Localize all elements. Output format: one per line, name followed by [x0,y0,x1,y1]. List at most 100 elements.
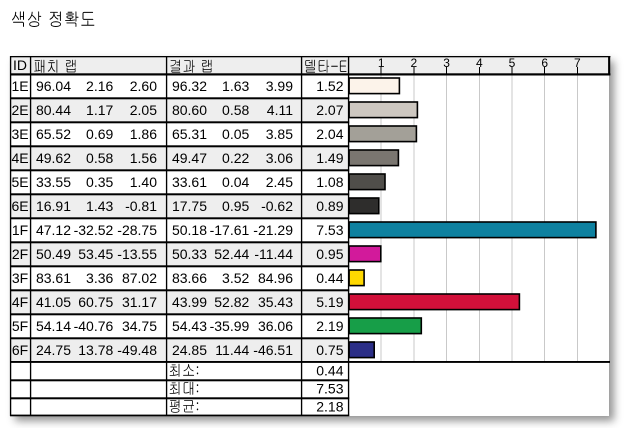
svg-text:7.53: 7.53 [316,381,343,397]
svg-text:1: 1 [378,56,385,70]
svg-text:-11.44: -11.44 [254,246,293,262]
svg-text:-32.52: -32.52 [74,222,114,238]
svg-text:4E: 4E [11,150,28,166]
svg-text:17.75: 17.75 [172,198,207,214]
svg-text:83.66: 83.66 [172,270,207,286]
svg-text:0.22: 0.22 [222,150,249,166]
svg-text:2.16: 2.16 [86,78,113,94]
svg-text:-28.75: -28.75 [117,222,157,238]
svg-text:-35.99: -35.99 [210,318,250,334]
svg-text:-13.55: -13.55 [117,246,157,262]
svg-text:96.32: 96.32 [172,78,207,94]
svg-text:50.18: 50.18 [172,222,207,238]
svg-text:49.47: 49.47 [172,150,207,166]
svg-text:16.91: 16.91 [36,198,71,214]
svg-text:7.53: 7.53 [316,222,343,238]
svg-text:11.44: 11.44 [215,342,249,358]
svg-text:2.18: 2.18 [316,399,343,415]
svg-text:5F: 5F [12,318,28,334]
svg-text:0.95: 0.95 [222,198,249,214]
svg-text:96.04: 96.04 [36,78,71,94]
svg-text:6: 6 [541,56,548,70]
svg-text:24.85: 24.85 [172,342,207,358]
svg-text:2.07: 2.07 [316,102,343,118]
svg-text:1.63: 1.63 [222,78,249,94]
svg-text:60.75: 60.75 [78,294,113,310]
svg-text:3.06: 3.06 [266,150,293,166]
svg-text:4: 4 [476,56,483,70]
svg-text:3.36: 3.36 [86,270,113,286]
svg-text:1.49: 1.49 [316,150,343,166]
svg-text:52.44: 52.44 [214,246,249,262]
svg-text:84.96: 84.96 [258,270,293,286]
svg-text:-40.76: -40.76 [74,318,114,334]
svg-text:33.55: 33.55 [36,174,71,190]
svg-text:33.61: 33.61 [172,174,207,190]
svg-text:0.05: 0.05 [222,126,249,142]
svg-text:3.85: 3.85 [266,126,293,142]
svg-text:0.89: 0.89 [316,198,343,214]
svg-text:47.12: 47.12 [36,222,71,238]
svg-text:31.17: 31.17 [122,294,157,310]
svg-text:65.31: 65.31 [172,126,207,142]
svg-text:2.60: 2.60 [130,78,157,94]
svg-text:54.43: 54.43 [172,318,207,334]
svg-text:0.75: 0.75 [316,342,343,358]
svg-text:4.11: 4.11 [267,102,293,118]
svg-text:83.61: 83.61 [36,270,71,286]
svg-text:2.45: 2.45 [266,174,293,190]
svg-text:0.95: 0.95 [316,246,343,262]
svg-text:-49.48: -49.48 [117,342,157,358]
svg-text:3: 3 [443,56,450,70]
svg-text:5: 5 [509,56,516,70]
svg-text:13.78: 13.78 [78,342,113,358]
svg-text:-0.81: -0.81 [125,198,157,214]
svg-text:50.49: 50.49 [36,246,71,262]
svg-text:1.17: 1.17 [86,102,113,118]
svg-text:-17.61: -17.61 [210,222,250,238]
svg-text:-0.62: -0.62 [261,198,293,214]
svg-text:50.33: 50.33 [172,246,207,262]
svg-text:1.86: 1.86 [130,126,157,142]
svg-text:0.58: 0.58 [86,150,113,166]
svg-text:1E: 1E [11,78,28,94]
svg-text:ID: ID [13,57,27,73]
svg-text:53.45: 53.45 [78,246,113,262]
svg-text:3.52: 3.52 [222,270,249,286]
svg-text:0.44: 0.44 [316,270,343,286]
svg-text:34.75: 34.75 [122,318,157,334]
svg-text:7: 7 [574,56,581,70]
svg-text:1.56: 1.56 [130,150,157,166]
svg-text:80.60: 80.60 [172,102,207,118]
svg-text:24.75: 24.75 [36,342,71,358]
svg-text:1.43: 1.43 [86,198,113,214]
svg-text:5.19: 5.19 [316,294,343,310]
svg-text:2.19: 2.19 [316,318,343,334]
svg-text:1.40: 1.40 [130,174,157,190]
svg-text:2F: 2F [12,246,28,262]
svg-text:3E: 3E [11,126,28,142]
svg-text:0.35: 0.35 [86,174,113,190]
svg-text:80.44: 80.44 [36,102,71,118]
svg-text:54.14: 54.14 [36,318,71,334]
svg-text:5E: 5E [11,174,28,190]
svg-text:2.05: 2.05 [130,102,157,118]
svg-text:87.02: 87.02 [122,270,157,286]
svg-text:0.04: 0.04 [222,174,249,190]
svg-text:3F: 3F [12,270,28,286]
svg-text:43.99: 43.99 [172,294,207,310]
svg-text:3.99: 3.99 [266,78,293,94]
svg-text:2.04: 2.04 [316,126,343,142]
svg-text:1.08: 1.08 [316,174,343,190]
svg-text:35.43: 35.43 [258,294,293,310]
svg-text:41.05: 41.05 [36,294,71,310]
svg-text:1F: 1F [12,222,28,238]
svg-text:49.62: 49.62 [36,150,71,166]
svg-text:6F: 6F [12,342,28,358]
svg-text:1.52: 1.52 [316,78,343,94]
svg-text:4F: 4F [12,294,28,310]
svg-text:0.58: 0.58 [222,102,249,118]
svg-text:6E: 6E [11,198,28,214]
svg-text:0.69: 0.69 [86,126,113,142]
svg-text:2: 2 [411,56,418,70]
